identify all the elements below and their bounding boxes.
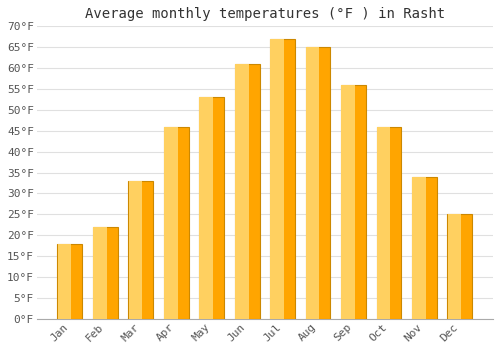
Bar (341, 85, 355, 319)
Bar (412, 177, 437, 319)
Bar (306, 47, 330, 319)
Bar (164, 127, 188, 319)
Bar (200, 97, 224, 319)
Bar (58, 244, 82, 319)
Bar (376, 127, 390, 319)
Title: Average monthly temperatures (°F ) in Rasht: Average monthly temperatures (°F ) in Ra… (85, 7, 445, 21)
Bar (376, 127, 402, 319)
Bar (164, 127, 177, 319)
Bar (235, 64, 248, 319)
Bar (200, 97, 213, 319)
Bar (58, 244, 71, 319)
Bar (128, 181, 142, 319)
Bar (93, 227, 106, 319)
Bar (448, 215, 462, 319)
Bar (270, 39, 295, 319)
Bar (341, 85, 366, 319)
Bar (93, 227, 118, 319)
Bar (270, 39, 284, 319)
Bar (448, 215, 472, 319)
Bar (412, 177, 426, 319)
Bar (306, 47, 320, 319)
Bar (128, 181, 153, 319)
Bar (235, 64, 260, 319)
